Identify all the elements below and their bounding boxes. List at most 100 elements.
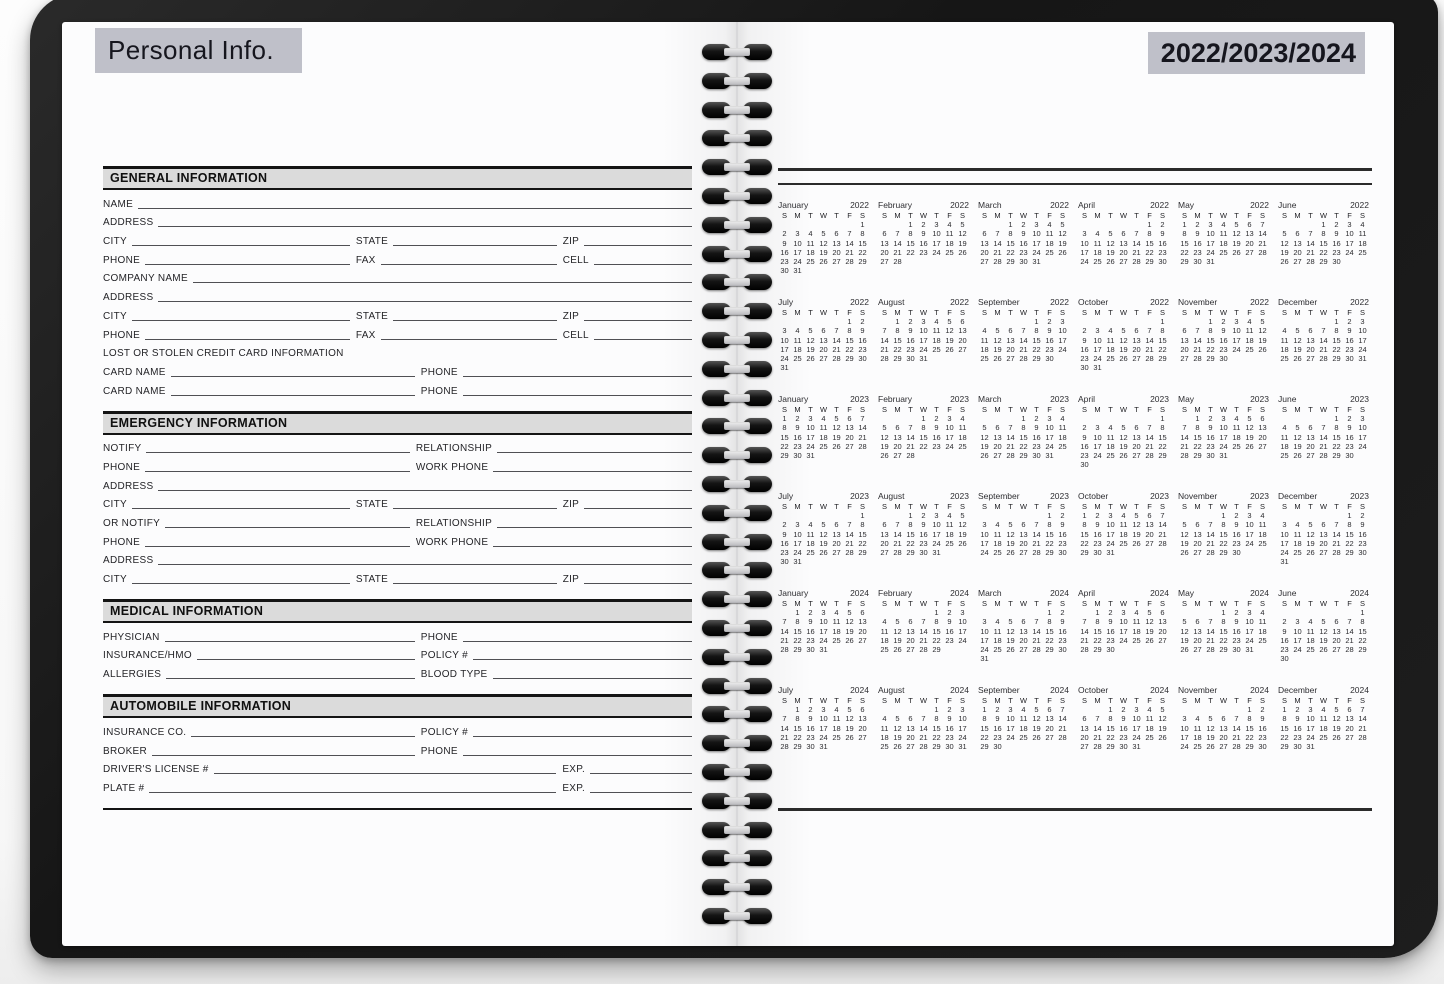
day-cell xyxy=(1091,705,1104,714)
day-cell xyxy=(1304,654,1317,663)
day-cell xyxy=(830,363,843,372)
day-cell xyxy=(817,266,830,275)
day-cell: 19 xyxy=(958,529,967,539)
day-cell: 30 xyxy=(919,548,928,558)
day-cell: 25 xyxy=(1293,548,1302,558)
day-cell: 13 xyxy=(1145,520,1154,530)
day-cell: 16 xyxy=(1258,723,1267,733)
day-cell: 27 xyxy=(858,732,867,742)
day-cell: 26 xyxy=(945,344,954,354)
month-name: April xyxy=(1078,200,1096,210)
day-cell xyxy=(878,705,891,714)
weekday-letter: T xyxy=(1234,599,1239,608)
wire-ring xyxy=(699,274,775,291)
day-cell: 23 xyxy=(1158,247,1167,257)
day-cell: 23 xyxy=(858,344,867,354)
field-row: CARD NAME PHONE xyxy=(103,359,692,378)
weekday-letter: T xyxy=(834,696,839,705)
day-cell: 12 xyxy=(945,326,954,336)
day-cell: 13 xyxy=(1132,432,1141,442)
day-cell: 25 xyxy=(1280,354,1289,364)
field-write-in-line xyxy=(158,301,692,303)
ring-left-coil xyxy=(702,706,731,723)
month-header: April 2023 xyxy=(1078,394,1169,404)
day-cell: 24 xyxy=(1093,451,1102,461)
day-cell xyxy=(1143,742,1156,751)
weekday-letter: S xyxy=(781,502,787,511)
day-cell: 18 xyxy=(1132,626,1141,636)
day-cell: 2 xyxy=(808,705,813,715)
day-cell: 14 xyxy=(1158,520,1167,530)
day-cell: 10 xyxy=(819,714,828,724)
day-cell: 7 xyxy=(1008,423,1013,433)
weekday-letter: M xyxy=(1094,599,1101,608)
day-cell: 3 xyxy=(1360,414,1365,424)
week-row: 20 21 22 23 24 25 26 xyxy=(1078,733,1169,742)
day-cell: 31 xyxy=(1206,257,1215,267)
day-cell: 25 xyxy=(1258,538,1267,548)
day-cell: 28 xyxy=(858,441,867,451)
weekday-letter: M xyxy=(894,405,901,414)
weekday-letter: T xyxy=(1334,599,1339,608)
day-cell: 2 xyxy=(1234,511,1239,521)
day-cell: 7 xyxy=(1021,326,1026,336)
weekday-letter: M xyxy=(1194,696,1201,705)
weekday-letter: S xyxy=(959,211,965,220)
day-cell: 4 xyxy=(982,326,987,336)
day-cell: 9 xyxy=(1234,520,1239,530)
day-cell: 3 xyxy=(1034,220,1039,230)
day-cell: 17 xyxy=(793,247,802,257)
day-cell: 23 xyxy=(1358,538,1367,548)
day-cell: 14 xyxy=(1319,335,1328,345)
day-cell xyxy=(1317,557,1330,566)
day-cell: 14 xyxy=(1206,626,1215,636)
weekday-letter: S xyxy=(881,211,887,220)
day-cell: 27 xyxy=(845,441,854,451)
weekday-letter: S xyxy=(1181,696,1187,705)
day-cell: 26 xyxy=(1319,645,1328,655)
day-cell: 10 xyxy=(980,529,989,539)
week-row: 15 16 17 18 19 20 21 xyxy=(978,724,1069,733)
ring-slot xyxy=(724,796,750,805)
day-cell: 9 xyxy=(1082,335,1087,345)
day-cell xyxy=(856,645,869,654)
day-cell: 30 xyxy=(1332,257,1341,267)
day-cell: 21 xyxy=(1206,635,1215,645)
day-cell: 22 xyxy=(1206,344,1215,354)
weekday-letter: T xyxy=(1308,211,1313,220)
ring-slot xyxy=(724,508,750,517)
day-cell xyxy=(1117,414,1130,423)
day-cell: 22 xyxy=(932,635,941,645)
day-cell xyxy=(1004,608,1017,617)
day-cell: 10 xyxy=(1032,229,1041,239)
day-cell: 5 xyxy=(1208,714,1213,724)
weekday-letter: F xyxy=(1347,211,1352,220)
weekday-letter: S xyxy=(1159,502,1165,511)
day-cell: 12 xyxy=(1245,423,1254,433)
ring-left-coil xyxy=(702,850,731,867)
weekday-letter: T xyxy=(1034,696,1039,705)
month-header: May 2023 xyxy=(1178,394,1269,404)
day-cell: 2 xyxy=(1208,414,1213,424)
weekday-letter: F xyxy=(847,502,852,511)
day-cell: 2 xyxy=(921,511,926,521)
day-cell: 11 xyxy=(1293,529,1302,539)
day-cell: 26 xyxy=(819,548,828,558)
day-cell: 29 xyxy=(1180,257,1189,267)
field-label: STATE xyxy=(355,236,389,248)
page-spread: Personal Info. GENERAL INFORMATION NAME AD… xyxy=(62,22,1394,946)
day-cell: 30 xyxy=(1158,257,1167,267)
week-row: 1 xyxy=(778,220,869,229)
weekday-letter: W xyxy=(1119,211,1128,220)
day-cell xyxy=(930,354,943,363)
month-name: March xyxy=(978,200,1002,210)
day-cell: 12 xyxy=(958,229,967,239)
day-cell xyxy=(1104,414,1117,423)
day-cell: 9 xyxy=(1260,714,1265,724)
day-cell: 29 xyxy=(932,645,941,655)
day-cell: 1 xyxy=(860,220,865,230)
day-cell: 9 xyxy=(908,326,913,336)
